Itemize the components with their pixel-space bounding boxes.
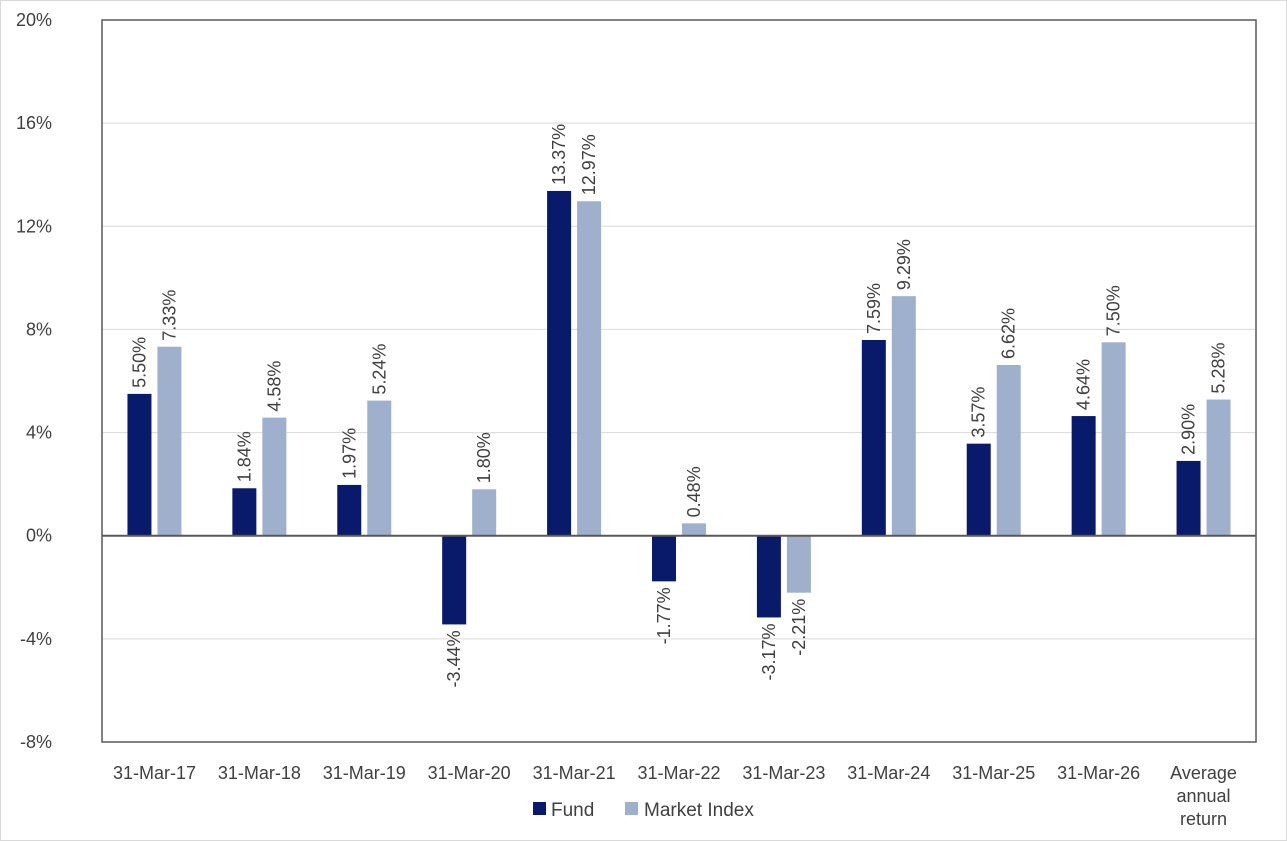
data-label: 9.29% <box>894 239 914 290</box>
x-tick-label: Average annual return <box>1170 763 1237 829</box>
bar-market-index <box>157 346 182 536</box>
bar-fund <box>442 535 467 625</box>
bar-fund <box>232 488 257 536</box>
bar-fund <box>1071 416 1096 536</box>
y-tick-label: -8% <box>20 732 52 752</box>
x-tick-label: 31-Mar-22 <box>637 763 720 783</box>
bar-fund <box>756 535 781 618</box>
x-tick-label: 31-Mar-19 <box>323 763 406 783</box>
data-label: 13.37% <box>549 124 569 185</box>
legend-label-fund: Fund <box>551 800 594 821</box>
bars <box>127 190 1231 625</box>
bar-market-index <box>1101 342 1126 536</box>
data-label: 5.28% <box>1209 343 1229 394</box>
bar-market-index <box>682 523 706 536</box>
y-tick-label: -4% <box>20 629 52 649</box>
data-label: 5.50% <box>129 337 149 388</box>
x-tick-label: 31-Mar-26 <box>1057 763 1140 783</box>
bar-market-index <box>786 535 811 593</box>
x-tick-label: 31-Mar-18 <box>218 763 301 783</box>
data-label: 7.59% <box>864 283 884 334</box>
data-label: 1.97% <box>339 428 359 479</box>
x-tick-label: 31-Mar-17 <box>113 763 196 783</box>
data-label: 1.84% <box>234 431 254 482</box>
data-label: 4.64% <box>1074 359 1094 410</box>
legend: Fund Market Index <box>533 800 754 821</box>
data-label: 7.50% <box>1104 285 1124 336</box>
bar-fund <box>547 190 572 536</box>
x-tick-label: 31-Mar-25 <box>952 763 1035 783</box>
bar-market-index <box>472 489 497 536</box>
data-label: 5.24% <box>369 344 389 395</box>
y-tick-label: 12% <box>16 216 52 236</box>
data-labels: 5.50% 7.33% 1.84% 4.58% 1.97% 5.24% -3.44% 1.80… <box>129 124 1228 688</box>
y-axis-tick-labels: 20% 16% 12% 8% 4% 0% -4% -8% <box>16 10 52 752</box>
data-label: -3.44% <box>444 630 464 687</box>
data-label: 6.62% <box>999 308 1019 359</box>
data-label: 2.90% <box>1179 404 1199 455</box>
y-tick-label: 8% <box>26 319 52 339</box>
data-label: 12.97% <box>579 134 599 195</box>
y-tick-label: 0% <box>26 526 52 546</box>
data-label: -1.77% <box>654 587 674 644</box>
y-tick-label: 16% <box>16 113 52 133</box>
legend-swatch-fund <box>533 802 546 815</box>
bar-fund <box>127 393 152 536</box>
bar-fund <box>337 484 362 536</box>
data-label: 3.57% <box>969 387 989 438</box>
data-label: 1.80% <box>474 432 494 483</box>
legend-swatch-market-index <box>625 802 638 815</box>
bar-market-index <box>577 201 602 536</box>
x-tick-label: 31-Mar-21 <box>533 763 616 783</box>
x-axis-tick-labels: 31-Mar-17 31-Mar-18 31-Mar-19 31-Mar-20 31-M… <box>113 763 1237 829</box>
y-tick-label: 4% <box>26 423 52 443</box>
bar-fund <box>1176 460 1201 536</box>
bar-market-index <box>996 365 1021 536</box>
bar-market-index <box>367 400 392 536</box>
data-label: -3.17% <box>759 623 779 680</box>
x-tick-label: 31-Mar-23 <box>742 763 825 783</box>
x-tick-label: 31-Mar-24 <box>847 763 930 783</box>
y-tick-label: 20% <box>16 10 52 30</box>
bar-fund <box>966 443 991 536</box>
bar-market-index <box>1206 399 1231 536</box>
bar-fund <box>652 535 676 582</box>
bar-market-index <box>262 417 287 536</box>
bar-market-index <box>891 296 916 536</box>
data-label: 7.33% <box>159 290 179 341</box>
data-label: -2.21% <box>789 599 809 656</box>
data-label: 4.58% <box>264 361 284 412</box>
data-label: 0.48% <box>684 466 704 517</box>
bar-fund <box>861 340 886 536</box>
legend-label-market-index: Market Index <box>644 800 754 821</box>
plot-area-frame <box>101 19 1257 743</box>
x-tick-label: 31-Mar-20 <box>428 763 511 783</box>
